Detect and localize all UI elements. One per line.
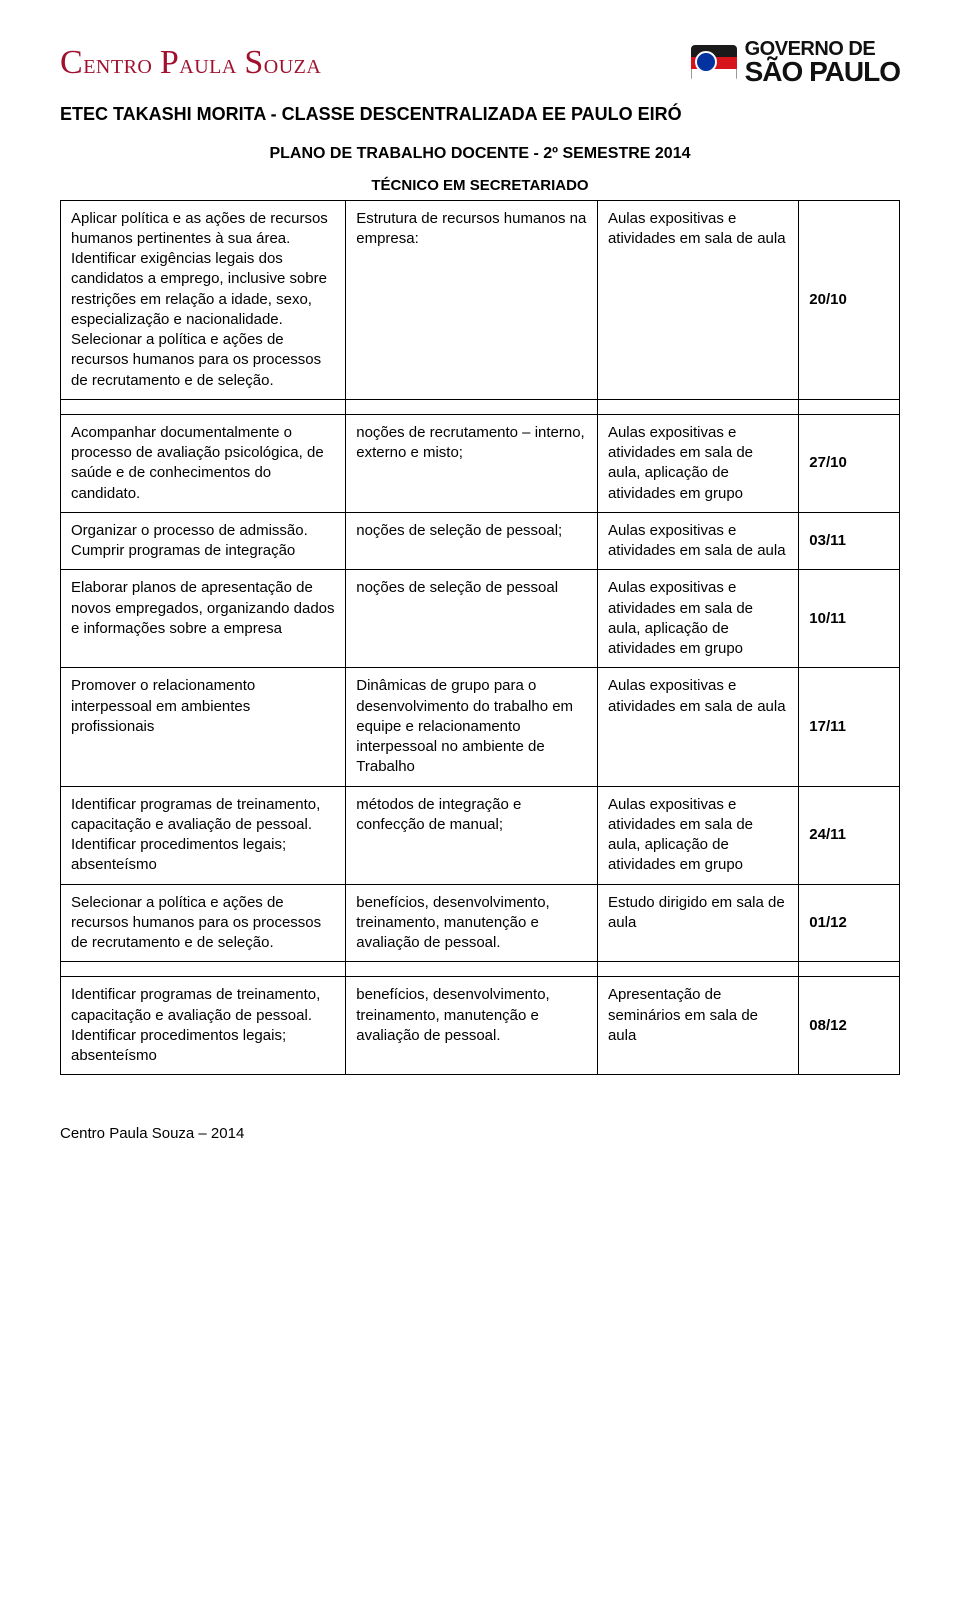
date-cell: 17/11: [799, 668, 900, 786]
table-gap-cell: [597, 962, 798, 977]
content-cell: Identificar programas de treinamento, ca…: [61, 977, 346, 1075]
table-gap-row: [61, 962, 900, 977]
content-cell: Estudo dirigido em sala de aula: [597, 884, 798, 962]
table-gap-cell: [799, 962, 900, 977]
content-cell: Apresentação de seminários em sala de au…: [597, 977, 798, 1075]
logo-centro-paula-souza: Centro Paula Souza: [60, 44, 321, 82]
table-row: Selecionar a política e ações de recurso…: [61, 884, 900, 962]
content-cell: Dinâmicas de grupo para o desenvolviment…: [346, 668, 598, 786]
date-cell: 27/10: [799, 414, 900, 512]
content-cell: Aulas expositivas e atividades em sala d…: [597, 200, 798, 399]
table-row: Promover o relacionamento interpessoal e…: [61, 668, 900, 786]
content-cell: Aplicar política e as ações de recursos …: [61, 200, 346, 399]
content-cell: Organizar o processo de admissão.Cumprir…: [61, 512, 346, 570]
content-cell: Aulas expositivas e atividades em sala d…: [597, 414, 798, 512]
date-cell: 20/10: [799, 200, 900, 399]
table-gap-cell: [597, 399, 798, 414]
table-gap-cell: [61, 399, 346, 414]
table-gap-cell: [799, 399, 900, 414]
date-cell: 10/11: [799, 570, 900, 668]
content-cell: Elaborar planos de apresentação de novos…: [61, 570, 346, 668]
table-gap-cell: [346, 399, 598, 414]
doc-subtitle: TÉCNICO EM SECRETARIADO: [60, 177, 900, 194]
content-cell: noções de seleção de pessoal: [346, 570, 598, 668]
table-row: Acompanhar documentalmente o processo de…: [61, 414, 900, 512]
content-cell: métodos de integração e confecção de man…: [346, 786, 598, 884]
content-cell: Estrutura de recursos humanos na empresa…: [346, 200, 598, 399]
logo-governo-sp: GOVERNO DE SÃO PAULO: [691, 40, 900, 86]
content-cell: noções de recrutamento – interno, extern…: [346, 414, 598, 512]
page-header: Centro Paula Souza GOVERNO DE SÃO PAULO: [60, 40, 900, 86]
table-row: Identificar programas de treinamento, ca…: [61, 786, 900, 884]
page-footer: Centro Paula Souza – 2014: [60, 1125, 900, 1142]
table-row: Organizar o processo de admissão.Cumprir…: [61, 512, 900, 570]
content-cell: benefícios, desenvolvimento, treinamento…: [346, 884, 598, 962]
table-row: Identificar programas de treinamento, ca…: [61, 977, 900, 1075]
etec-title: ETEC TAKASHI MORITA - CLASSE DESCENTRALI…: [60, 104, 900, 125]
table-gap-cell: [346, 962, 598, 977]
gov-text: GOVERNO DE SÃO PAULO: [745, 40, 900, 86]
content-cell: Acompanhar documentalmente o processo de…: [61, 414, 346, 512]
plan-table: Aplicar política e as ações de recursos …: [60, 200, 900, 1076]
doc-title: PLANO DE TRABALHO DOCENTE - 2º SEMESTRE …: [60, 145, 900, 163]
content-cell: noções de seleção de pessoal;: [346, 512, 598, 570]
table-row: Elaborar planos de apresentação de novos…: [61, 570, 900, 668]
date-cell: 08/12: [799, 977, 900, 1075]
content-cell: Identificar programas de treinamento, ca…: [61, 786, 346, 884]
date-cell: 03/11: [799, 512, 900, 570]
content-cell: Aulas expositivas e atividades em sala d…: [597, 668, 798, 786]
table-row: Aplicar política e as ações de recursos …: [61, 200, 900, 399]
content-cell: benefícios, desenvolvimento, treinamento…: [346, 977, 598, 1075]
content-cell: Aulas expositivas e atividades em sala d…: [597, 512, 798, 570]
content-cell: Aulas expositivas e atividades em sala d…: [597, 570, 798, 668]
table-gap-cell: [61, 962, 346, 977]
date-cell: 01/12: [799, 884, 900, 962]
content-cell: Aulas expositivas e atividades em sala d…: [597, 786, 798, 884]
content-cell: Selecionar a política e ações de recurso…: [61, 884, 346, 962]
gov-line2: SÃO PAULO: [745, 59, 900, 86]
table-gap-row: [61, 399, 900, 414]
date-cell: 24/11: [799, 786, 900, 884]
content-cell: Promover o relacionamento interpessoal e…: [61, 668, 346, 786]
sp-flag-icon: [691, 45, 737, 81]
